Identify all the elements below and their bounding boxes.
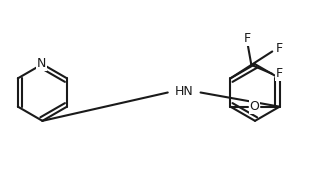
Text: F: F (275, 42, 283, 55)
Text: O: O (249, 100, 259, 113)
Text: N: N (37, 57, 46, 70)
Text: HN: HN (175, 85, 194, 98)
Text: F: F (244, 32, 251, 45)
Text: F: F (275, 67, 283, 80)
